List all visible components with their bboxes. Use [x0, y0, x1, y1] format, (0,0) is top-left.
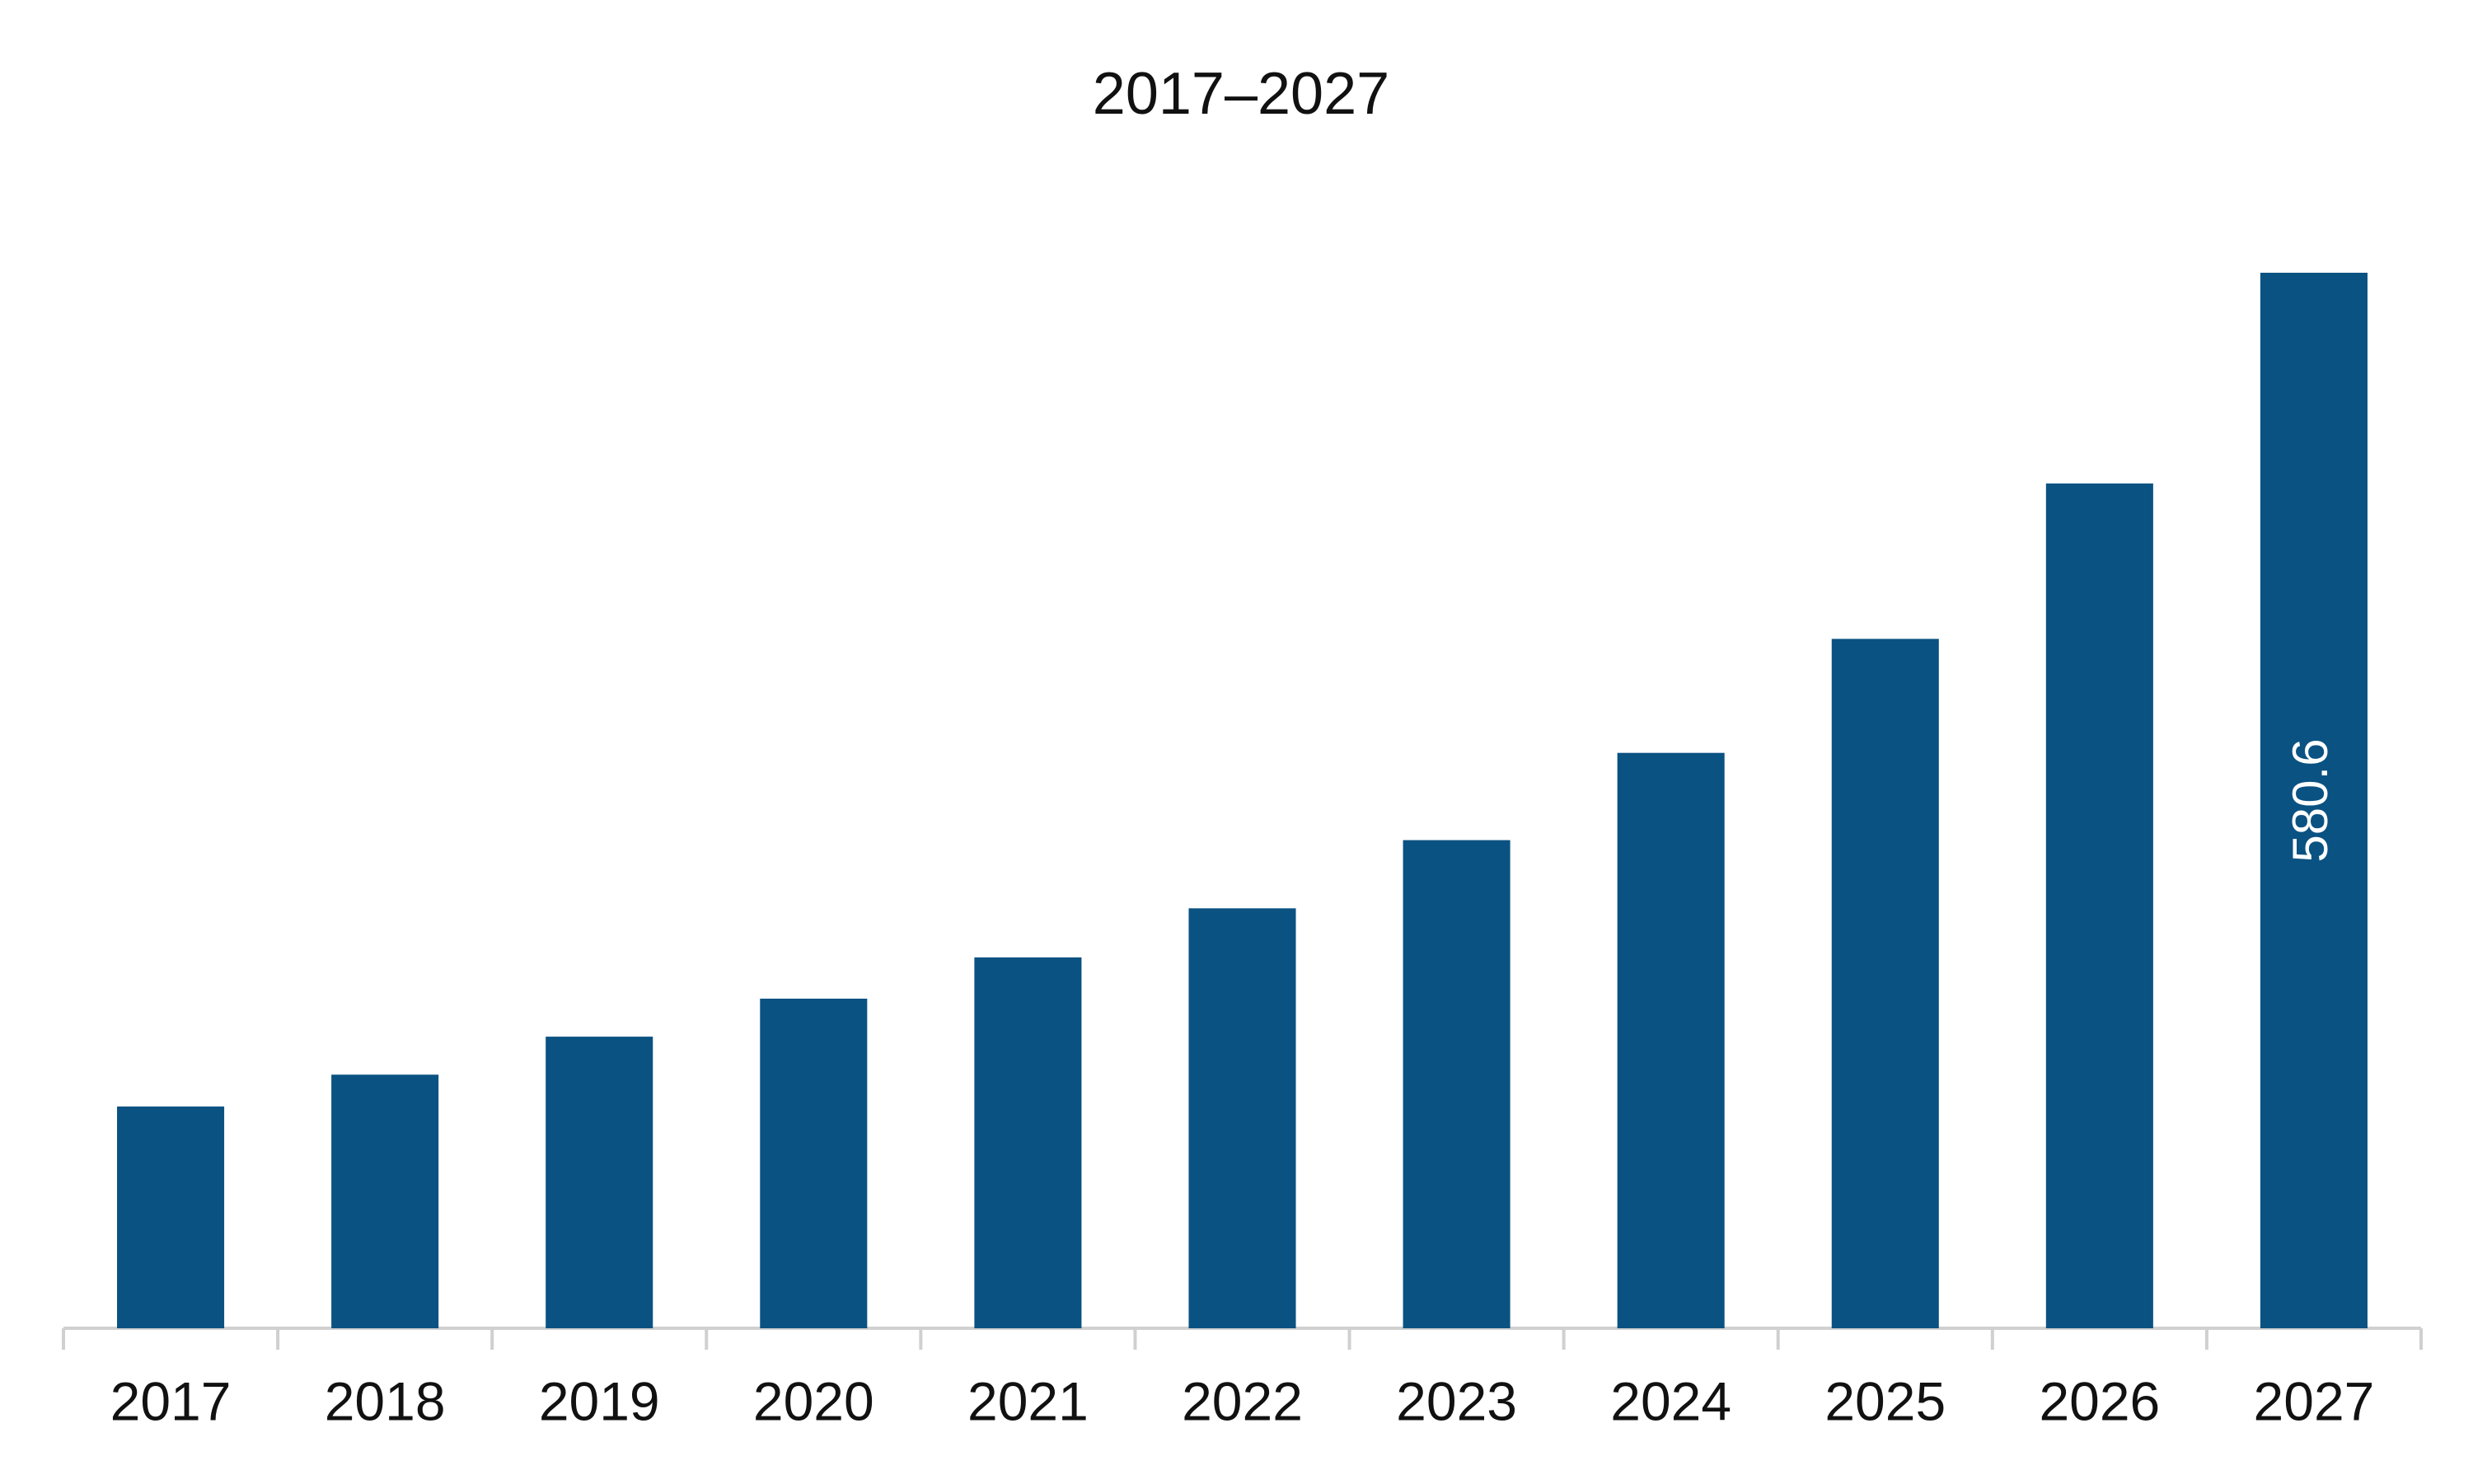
- bar: [1403, 840, 1510, 1328]
- bar: [331, 1074, 439, 1328]
- x-tick-label: 2022: [1182, 1370, 1303, 1431]
- x-tick-label: 2023: [1396, 1370, 1517, 1431]
- bar: [760, 998, 868, 1328]
- x-tick-label: 2026: [2039, 1370, 2160, 1431]
- x-tick-label: 2020: [753, 1370, 874, 1431]
- x-tick-label: 2025: [1824, 1370, 1946, 1431]
- bar: [117, 1106, 225, 1328]
- x-tick-label: 2018: [325, 1370, 446, 1431]
- bar: [2045, 483, 2153, 1328]
- bar: [1188, 908, 1296, 1328]
- bar: [546, 1037, 653, 1328]
- bar: [1617, 752, 1725, 1328]
- value-label: 580.6: [2283, 738, 2338, 862]
- bar: [1831, 639, 1939, 1328]
- bar: [974, 957, 1082, 1328]
- bar: [2260, 273, 2368, 1328]
- x-tick-label: 2017: [110, 1370, 232, 1431]
- chart-title: 2017–2027: [1093, 61, 1389, 127]
- x-tick-label: 2027: [2254, 1370, 2375, 1431]
- x-tick-label: 2019: [539, 1370, 660, 1431]
- x-tick-label: 2024: [1610, 1370, 1731, 1431]
- x-tick-label: 2021: [967, 1370, 1089, 1431]
